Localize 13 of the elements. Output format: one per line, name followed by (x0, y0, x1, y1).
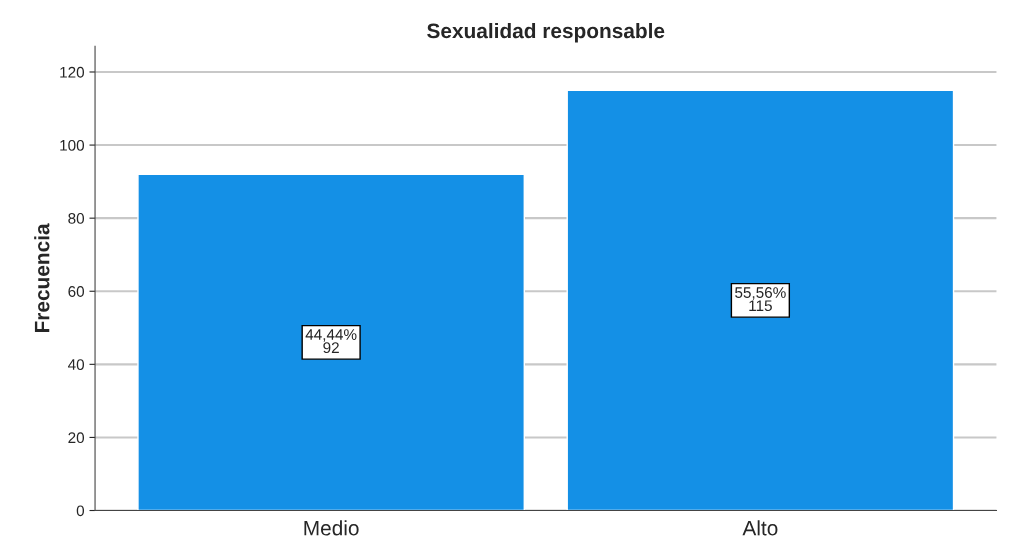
x-tick-label: Medio (304, 520, 359, 536)
y-tick-label: 20 (68, 432, 85, 444)
y-tick-label: 80 (68, 213, 85, 224)
y-tick-label: 100 (60, 139, 85, 151)
y-axis-title: Frecuencia (34, 223, 50, 333)
y-tick-label: 40 (67, 359, 85, 371)
y-tick-label: 120 (60, 66, 85, 78)
data-label: 55,56% 115 (735, 287, 786, 312)
y-tick-label: 0 (76, 505, 85, 517)
chart-title: Sexualidad responsable (427, 22, 665, 43)
x-tick-label: Alto (742, 520, 778, 536)
y-tick-label: 60 (68, 286, 85, 297)
data-label: 44,44% 92 (305, 329, 357, 354)
